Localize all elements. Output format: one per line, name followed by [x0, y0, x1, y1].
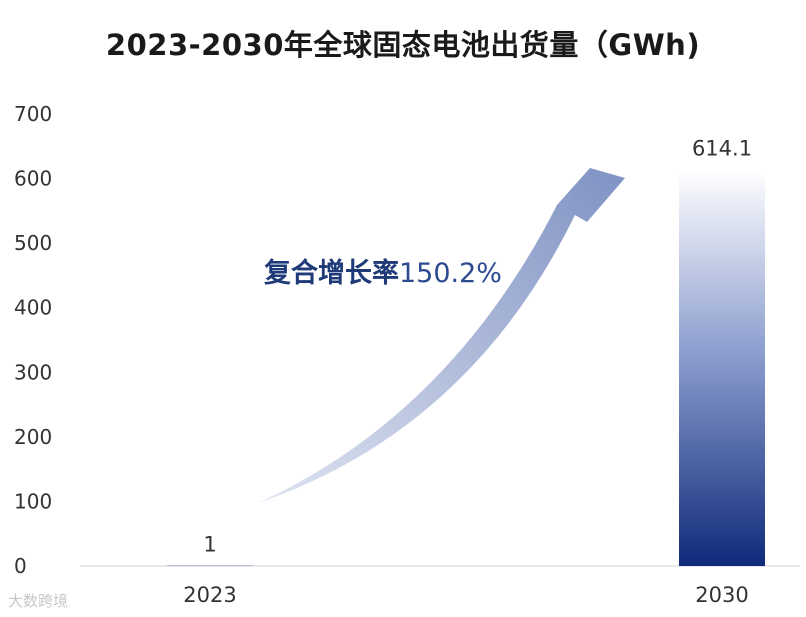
x-tick-label: 2023: [183, 583, 236, 607]
chart-title: 2023-2030年全球固态电池出货量（GWh): [105, 28, 701, 62]
bar-value-label: 614.1: [692, 136, 752, 160]
growth-annotation-value: 150.2%: [399, 258, 502, 289]
bar-value-label: 1: [203, 532, 216, 556]
y-tick-label: 100: [14, 489, 52, 513]
y-tick-label: 500: [14, 231, 52, 255]
y-tick-label: 700: [14, 102, 52, 126]
x-tick-label: 2030: [695, 583, 748, 607]
y-axis-ticks: 0 100 200 300 400 500 600 700: [14, 102, 52, 578]
y-tick-label: 300: [14, 360, 52, 384]
growth-annotation-label: 复合增长率: [264, 257, 399, 289]
watermark: 大数跨境: [8, 592, 69, 610]
y-tick-label: 600: [14, 167, 52, 191]
y-tick-label: 200: [14, 425, 52, 449]
bars: 1 2023 614.1 2030: [167, 136, 765, 607]
bar: [679, 169, 765, 566]
y-tick-label: 0: [14, 554, 27, 578]
growth-annotation: 复合增长率150.2%: [264, 257, 502, 289]
bar: [167, 565, 253, 566]
growth-arrow: [258, 168, 625, 503]
y-tick-label: 400: [14, 296, 52, 320]
